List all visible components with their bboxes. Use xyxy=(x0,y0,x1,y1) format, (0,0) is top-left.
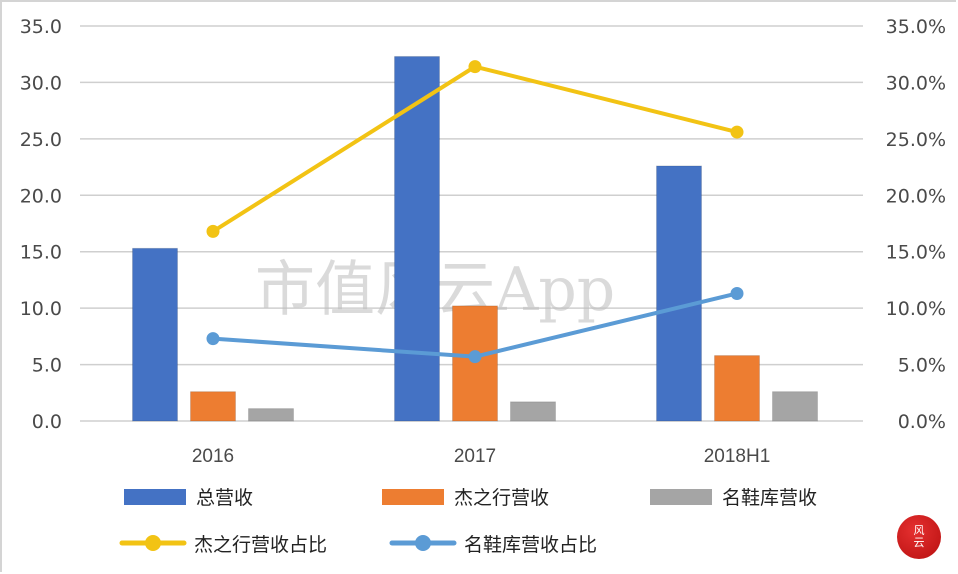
line-marker xyxy=(468,350,482,364)
logo-text-2: 云 xyxy=(913,536,925,549)
right-tick-label: 10.0% xyxy=(886,298,946,320)
left-tick-label: 25.0 xyxy=(20,129,62,151)
bar-1-2018H1 xyxy=(656,165,702,422)
right-tick-label: 35.0% xyxy=(886,16,946,38)
bar-2-2018H1 xyxy=(714,355,760,422)
legend-swatch-3 xyxy=(650,489,712,505)
line-series xyxy=(206,60,744,364)
left-tick-label: 20.0 xyxy=(20,185,62,207)
category-label: 2017 xyxy=(454,446,496,467)
legend-label: 杰之行营收 xyxy=(454,487,549,509)
left-tick-label: 0.0 xyxy=(32,411,62,433)
left-tick-label: 35.0 xyxy=(20,16,62,38)
line-marker xyxy=(730,125,744,139)
right-tick-label: 0.0% xyxy=(898,411,946,433)
legend-marker-icon xyxy=(145,535,161,551)
legend-label: 名鞋库营收 xyxy=(722,487,817,509)
bar-1-2017 xyxy=(394,55,440,422)
right-tick-label: 20.0% xyxy=(886,185,946,207)
legend-swatch-2 xyxy=(382,489,444,505)
bar-3-2017 xyxy=(510,401,556,422)
brand-logo-icon: 风 云 xyxy=(897,515,941,559)
bar-2-2017 xyxy=(452,305,498,422)
left-tick-label: 5.0 xyxy=(32,355,62,377)
line-marker xyxy=(468,60,482,74)
right-y-axis: 0.0% 5.0% 10.0% 15.0% 20.0% 25.0% 30.0% 35.0% xyxy=(886,16,946,433)
x-axis-categories: 2016 2017 2018H1 xyxy=(192,446,770,467)
legend-marker-icon xyxy=(415,535,431,551)
right-tick-label: 15.0% xyxy=(886,242,946,264)
bar-3-2018H1 xyxy=(772,391,818,422)
left-tick-label: 10.0 xyxy=(20,298,62,320)
bar-series xyxy=(132,55,818,422)
bar-3-2016 xyxy=(248,408,294,422)
legend-label: 名鞋库营收占比 xyxy=(464,534,597,556)
legend-label: 总营收 xyxy=(196,487,253,509)
category-label: 2018H1 xyxy=(704,446,771,467)
left-tick-label: 15.0 xyxy=(20,242,62,264)
line-marker xyxy=(206,224,220,238)
line-marker xyxy=(206,332,220,346)
right-tick-label: 25.0% xyxy=(886,129,946,151)
left-y-axis: 0.0 5.0 10.0 15.0 20.0 25.0 30.0 35.0 xyxy=(20,16,62,433)
legend-label: 杰之行营收占比 xyxy=(194,534,327,556)
right-tick-label: 30.0% xyxy=(886,72,946,94)
line-marker xyxy=(730,286,744,300)
right-tick-label: 5.0% xyxy=(898,355,946,377)
legend-swatch-1 xyxy=(124,489,186,505)
logo-text-1: 风 xyxy=(913,524,925,537)
left-tick-label: 30.0 xyxy=(20,72,62,94)
bar-2-2016 xyxy=(190,391,236,422)
category-label: 2016 xyxy=(192,446,234,467)
bar-1-2016 xyxy=(132,247,178,422)
